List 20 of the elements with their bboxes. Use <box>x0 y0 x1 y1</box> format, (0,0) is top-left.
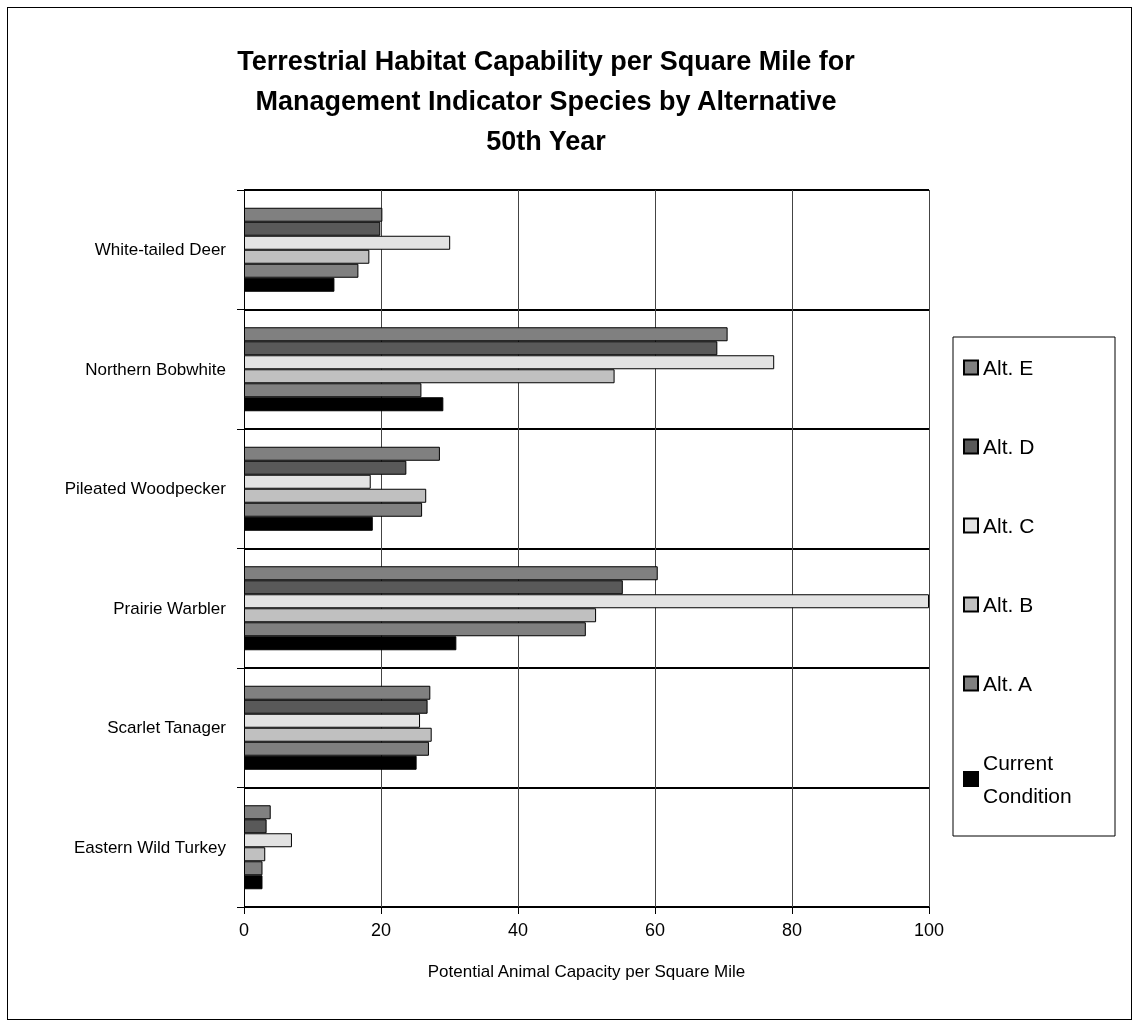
x-tick-label: 60 <box>644 920 666 940</box>
y-tick-label: Pileated Woodpecker <box>64 479 227 499</box>
legend-label: Alt. C <box>983 514 1035 537</box>
legend-label: Alt. A <box>983 672 1033 695</box>
x-tick-label: 80 <box>781 920 803 940</box>
y-tick-label: Prairie Warbler <box>113 598 227 618</box>
legend-label: Current Condition <box>983 751 1072 807</box>
x-tick-label: 0 <box>238 920 250 940</box>
x-tick-label: 100 <box>913 920 945 940</box>
y-tick-label: Northern Bobwhite <box>85 359 226 379</box>
y-tick-label: White-tailed Deer <box>94 240 227 260</box>
legend-label: Alt. E <box>983 356 1034 379</box>
x-tick-label: 20 <box>370 920 392 940</box>
y-tick-label: Eastern Wild Turkey <box>73 837 227 857</box>
x-axis-title: Potential Animal Capacity per Square Mile <box>427 962 746 981</box>
x-tick-label: 40 <box>507 920 529 940</box>
legend-label: Alt. D <box>983 435 1035 458</box>
y-tick-label: Scarlet Tanager <box>107 718 227 738</box>
chart-title: Terrestrial Habitat Capability per Square Mile for Management Indicator Species by Alternative 50th Year <box>237 46 856 156</box>
legend-label: Alt. B <box>983 593 1034 616</box>
